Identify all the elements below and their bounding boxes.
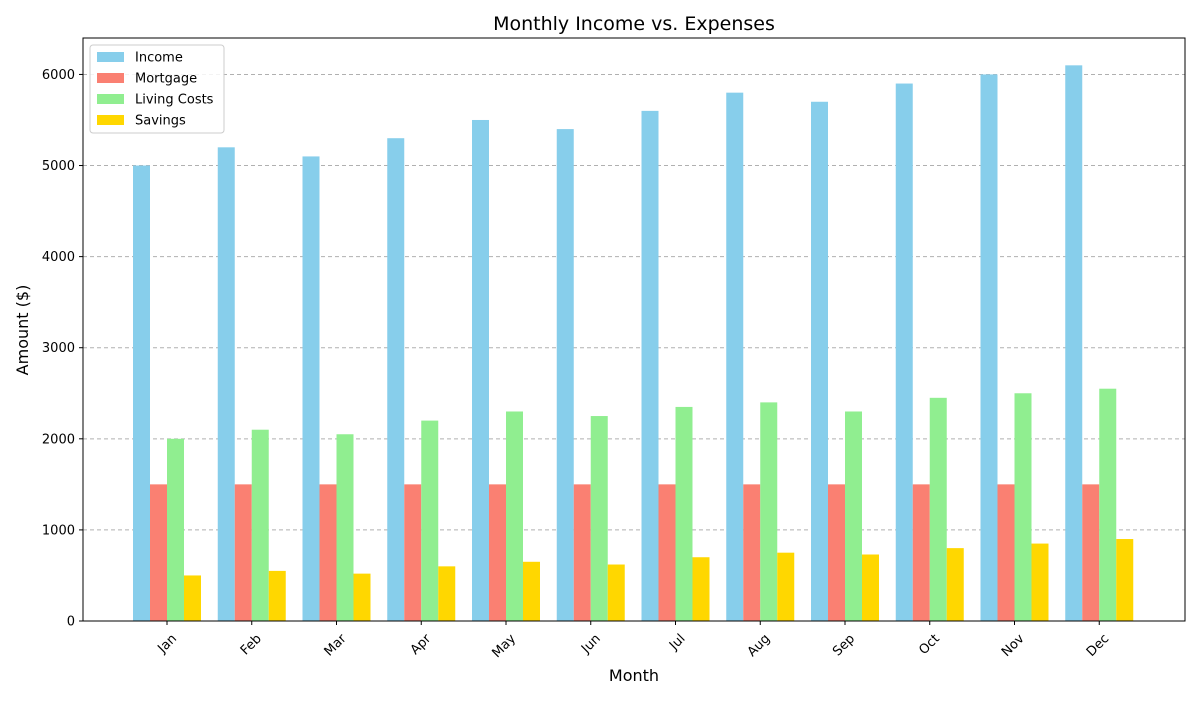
x-tick-label: Dec xyxy=(1084,631,1112,659)
bar-living-costs-may xyxy=(506,411,523,621)
x-tick-label: Apr xyxy=(408,631,435,658)
x-tick-label: Mar xyxy=(322,631,350,659)
y-tick-label: 0 xyxy=(67,615,75,630)
legend: Income Mortgage Living Costs Savings xyxy=(89,44,225,134)
x-tick-label: Sep xyxy=(830,631,858,659)
bar-mortgage-nov xyxy=(997,484,1015,621)
bar-mortgage-sep xyxy=(828,484,845,621)
bar-mortgage-dec xyxy=(1082,484,1100,621)
bar-living-costs-dec xyxy=(1099,388,1117,621)
bar-savings-dec xyxy=(1116,539,1134,621)
bar-living-costs-feb xyxy=(251,429,269,621)
bar-savings-oct xyxy=(946,548,964,621)
bar-income-jan xyxy=(133,165,150,621)
legend-swatch xyxy=(97,52,124,62)
y-tick-label: 3000 xyxy=(42,341,75,356)
x-tick-label: Jun xyxy=(578,631,604,657)
bars xyxy=(133,65,1134,621)
bar-savings-aug xyxy=(777,552,795,621)
bar-living-costs-jan xyxy=(167,438,184,621)
bar-income-jul xyxy=(641,110,659,621)
bar-savings-apr xyxy=(438,566,456,621)
bar-mortgage-apr xyxy=(404,484,422,621)
y-axis-ticks: 0 1000 2000 3000 4000 5000 6000 xyxy=(42,68,83,630)
bar-living-costs-jul xyxy=(675,406,693,621)
legend-label: Savings xyxy=(135,114,186,129)
legend-label: Mortgage xyxy=(135,72,197,87)
bar-income-feb xyxy=(217,147,235,621)
plot-frame xyxy=(82,37,1186,622)
bar-income-aug xyxy=(726,92,744,621)
x-tick-label: Jul xyxy=(666,631,688,653)
y-tick-label: 5000 xyxy=(42,159,75,174)
bar-mortgage-oct xyxy=(912,484,930,621)
x-tick-label: Jan xyxy=(155,631,180,656)
bar-mortgage-jan xyxy=(150,484,167,621)
x-tick-label: Aug xyxy=(745,631,774,660)
legend-label: Living Costs xyxy=(135,93,214,108)
bar-savings-sep xyxy=(862,554,879,621)
bar-income-dec xyxy=(1065,65,1083,621)
legend-swatch xyxy=(97,94,124,104)
x-tick-label: Nov xyxy=(999,631,1028,660)
bar-mortgage-feb xyxy=(234,484,252,621)
legend-box xyxy=(89,44,225,134)
bar-income-apr xyxy=(387,138,405,621)
bar-income-may xyxy=(472,119,489,621)
bar-living-costs-apr xyxy=(421,420,439,621)
x-tick-label: Feb xyxy=(238,631,265,658)
bar-income-nov xyxy=(980,74,998,621)
y-axis-label: Amount ($) xyxy=(13,285,32,376)
x-tick-label: May xyxy=(489,631,519,661)
x-axis-label: Month xyxy=(609,666,659,685)
bar-savings-nov xyxy=(1031,543,1049,621)
bar-income-oct xyxy=(895,83,913,621)
y-tick-label: 1000 xyxy=(42,523,75,538)
bar-mortgage-jul xyxy=(658,484,676,621)
legend-label: Income xyxy=(135,51,183,66)
y-tick-label: 2000 xyxy=(42,432,75,447)
bar-income-sep xyxy=(811,101,828,621)
bar-living-costs-aug xyxy=(760,402,778,621)
bar-mortgage-aug xyxy=(743,484,761,621)
x-tick-label: Oct xyxy=(916,631,943,658)
y-tick-label: 6000 xyxy=(42,68,75,83)
bar-mortgage-jun xyxy=(573,484,591,621)
bar-savings-feb xyxy=(268,570,286,621)
legend-swatch xyxy=(97,115,124,125)
bar-income-mar xyxy=(302,156,320,621)
bar-living-costs-sep xyxy=(845,411,862,621)
bar-living-costs-mar xyxy=(336,434,354,621)
bar-living-costs-oct xyxy=(929,397,947,621)
bar-savings-jan xyxy=(184,575,201,621)
bar-savings-may xyxy=(523,561,540,621)
bar-income-jun xyxy=(556,129,574,621)
bar-mortgage-may xyxy=(489,484,506,621)
legend-swatch xyxy=(97,73,124,83)
bar-living-costs-jun xyxy=(590,416,608,621)
bar-mortgage-mar xyxy=(319,484,337,621)
bar-living-costs-nov xyxy=(1014,393,1032,621)
y-tick-label: 4000 xyxy=(42,250,75,265)
chart-title: Monthly Income vs. Expenses xyxy=(493,13,775,35)
bar-savings-jun xyxy=(607,564,625,621)
x-axis-ticks: Jan Feb Mar Apr May Jun Jul Aug Sep Oct Nov Dec xyxy=(155,621,1112,661)
bar-savings-mar xyxy=(353,573,371,621)
bar-savings-jul xyxy=(692,557,710,621)
